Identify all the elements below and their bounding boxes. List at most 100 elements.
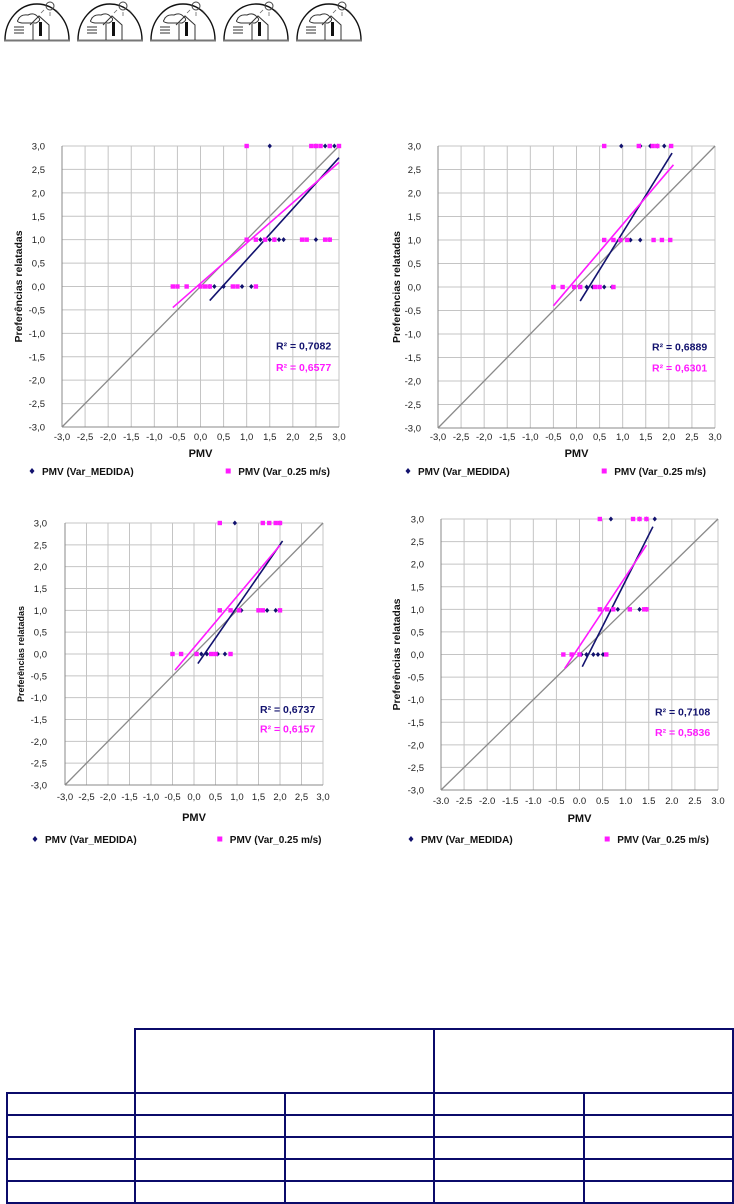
x-tick-label: 2,0 bbox=[662, 432, 675, 443]
x-tick-label: -2,5 bbox=[453, 432, 469, 443]
y-tick-label: -1,5 bbox=[408, 718, 424, 729]
data-point-var025 bbox=[650, 143, 655, 149]
y-tick-label: -2,0 bbox=[405, 377, 421, 388]
x-axis-title: PMV bbox=[189, 448, 214, 460]
data-point-var025 bbox=[597, 284, 602, 290]
y-tick-label: 2,0 bbox=[34, 562, 47, 573]
x-tick-label: -1,0 bbox=[143, 792, 159, 803]
y-tick-label: -0,5 bbox=[29, 305, 45, 316]
y-tick-label: -3,0 bbox=[408, 786, 424, 797]
data-point-medida bbox=[595, 652, 601, 657]
data-point-var025 bbox=[551, 284, 556, 290]
x-tick-label: -1,0 bbox=[522, 432, 538, 443]
y-tick-label: 2,5 bbox=[32, 165, 45, 176]
table-header-row bbox=[7, 1028, 734, 1094]
scatter-chart-4: -3.0 -2.5 -2.0 -1.5 -1.0 -0.5 0.0 0.5 1.0 1.5 2.0 2… bbox=[391, 515, 725, 847]
trendline-var025 bbox=[564, 544, 648, 669]
y-axis-title: Preferências relatadas bbox=[16, 606, 26, 702]
data-point-var025 bbox=[592, 284, 598, 290]
r-squared-label: R² = 0,6301 bbox=[652, 363, 707, 375]
table-cell bbox=[583, 1136, 734, 1160]
x-axis-title: PMV bbox=[568, 813, 593, 825]
data-point-var025 bbox=[194, 651, 199, 657]
data-point-var025 bbox=[230, 284, 236, 289]
data-point-var025 bbox=[630, 516, 636, 522]
x-tick-label: 2,5 bbox=[685, 432, 698, 443]
y-tick-label: 0,5 bbox=[411, 627, 424, 638]
y-tick-label: -0,5 bbox=[31, 671, 47, 682]
x-tick-label: -1,5 bbox=[499, 432, 515, 443]
data-point-medida bbox=[600, 652, 606, 657]
x-tick-label: 1.0 bbox=[619, 796, 632, 807]
y-tick-label: -2,0 bbox=[31, 737, 47, 748]
data-point-medida bbox=[652, 516, 657, 522]
y-tick-label: 1,5 bbox=[408, 212, 421, 223]
data-point-medida bbox=[212, 284, 217, 289]
data-point-var025 bbox=[309, 143, 314, 149]
data-point-medida bbox=[637, 606, 642, 612]
y-tick-label: -0,5 bbox=[405, 306, 421, 317]
trendline-var025 bbox=[552, 164, 675, 307]
table-cell bbox=[6, 1158, 136, 1182]
y-tick-label: 0,5 bbox=[34, 628, 47, 639]
legend-marker-var025 bbox=[217, 836, 223, 842]
x-tick-label: 1.5 bbox=[642, 796, 655, 807]
data-point-var025 bbox=[277, 520, 283, 526]
data-point-var025 bbox=[184, 284, 189, 289]
data-point-var025 bbox=[217, 520, 222, 526]
y-tick-label: -1,0 bbox=[31, 693, 47, 704]
data-point-medida bbox=[648, 143, 653, 149]
data-point-var025 bbox=[262, 237, 268, 242]
x-tick-label: -1,0 bbox=[146, 432, 162, 443]
y-tick-label: 0,5 bbox=[408, 259, 421, 270]
x-tick-label: 1,0 bbox=[230, 792, 243, 803]
data-point-var025 bbox=[253, 237, 259, 242]
x-tick-label: -2,5 bbox=[77, 432, 93, 443]
data-point-medida bbox=[239, 284, 245, 289]
data-point-var025 bbox=[611, 284, 616, 290]
table-header-cell bbox=[133, 1028, 436, 1094]
x-tick-label: -0,5 bbox=[545, 432, 561, 443]
x-tick-label: 1,5 bbox=[263, 432, 276, 443]
legend-marker-medida bbox=[32, 836, 38, 842]
data-point-medida bbox=[222, 651, 228, 657]
y-tick-label: -1,0 bbox=[405, 330, 421, 341]
y-tick-label: -3,0 bbox=[31, 781, 47, 792]
table-cell bbox=[133, 1114, 286, 1138]
data-point-medida bbox=[662, 143, 667, 149]
data-point-var025 bbox=[198, 284, 203, 289]
r-squared-label: R² = 0,6737 bbox=[260, 704, 315, 716]
legend-label: PMV (Var_MEDIDA) bbox=[45, 835, 137, 846]
x-tick-label: -1.0 bbox=[525, 796, 541, 807]
y-tick-label: 1,0 bbox=[34, 606, 47, 617]
data-point-var025 bbox=[605, 607, 610, 612]
table-row bbox=[6, 1180, 734, 1204]
data-point-var025 bbox=[644, 607, 649, 612]
x-tick-label: -0,5 bbox=[164, 792, 180, 803]
x-tick-label: -2,5 bbox=[78, 792, 94, 803]
x-tick-label: -2,0 bbox=[100, 792, 116, 803]
table-cell bbox=[6, 1180, 136, 1204]
data-point-medida bbox=[584, 284, 589, 290]
x-axis-title: PMV bbox=[182, 812, 207, 824]
table-cell bbox=[6, 1092, 136, 1116]
data-point-var025 bbox=[170, 284, 175, 289]
x-tick-label: 0.0 bbox=[573, 796, 586, 807]
x-tick-label: -1,5 bbox=[123, 432, 139, 443]
y-tick-label: -1,5 bbox=[405, 353, 421, 364]
x-tick-label: -2.5 bbox=[456, 796, 472, 807]
table-row bbox=[6, 1136, 734, 1160]
legend-label: PMV (Var_MEDIDA) bbox=[418, 467, 510, 478]
data-point-var025 bbox=[313, 143, 319, 149]
y-tick-label: -2,5 bbox=[408, 763, 424, 774]
data-point-var025 bbox=[336, 143, 342, 149]
x-tick-label: 3,0 bbox=[316, 792, 329, 803]
house-climate-icon bbox=[148, 0, 218, 47]
y-tick-label: 2,5 bbox=[408, 165, 421, 176]
table-corner-cell bbox=[7, 1029, 135, 1093]
r-squared-label: R² = 0,6889 bbox=[652, 341, 707, 353]
x-tick-label: 2,5 bbox=[309, 432, 322, 443]
data-point-var025 bbox=[644, 516, 649, 522]
data-point-var025 bbox=[561, 652, 566, 657]
table-cell bbox=[6, 1114, 136, 1138]
